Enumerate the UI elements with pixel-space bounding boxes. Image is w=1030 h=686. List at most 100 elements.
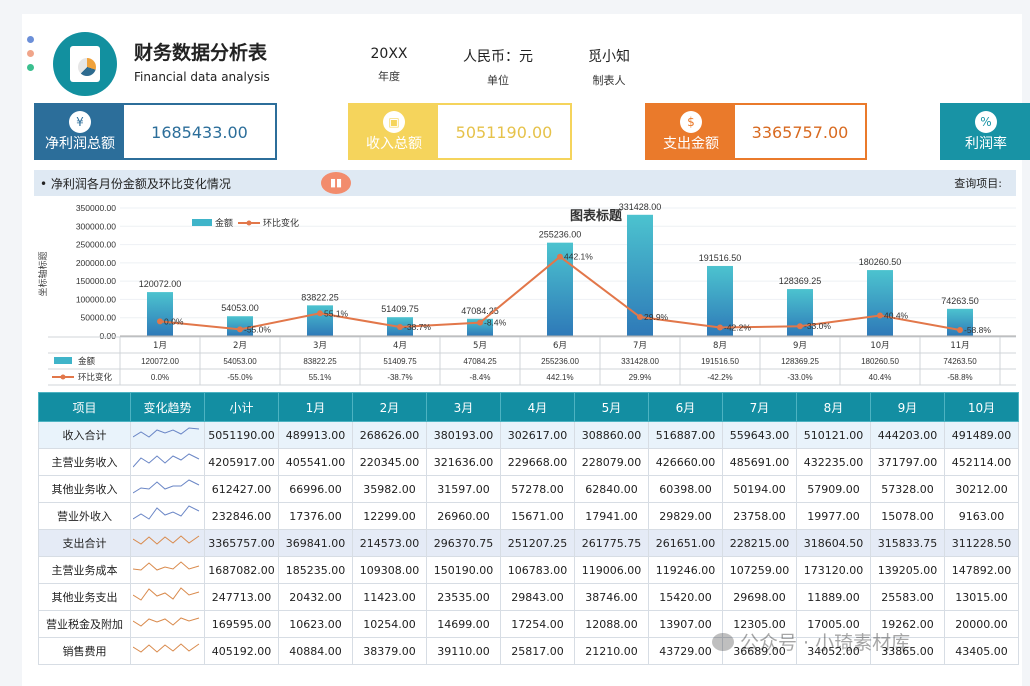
sparkline-cell[interactable] <box>130 556 205 584</box>
table-cell[interactable]: 302617.00 <box>500 421 575 449</box>
table-cell[interactable]: 380193.00 <box>426 421 501 449</box>
table-cell[interactable]: 220345.00 <box>352 448 427 476</box>
table-cell[interactable]: 119006.00 <box>574 556 649 584</box>
column-header[interactable]: 变化趋势 <box>130 392 205 422</box>
table-cell[interactable]: 432235.00 <box>796 448 871 476</box>
column-header[interactable]: 7月 <box>722 392 797 422</box>
table-row[interactable]: 营业税金及附加 169595.00 10623.00 10254.00 14699.00… <box>38 610 1019 638</box>
table-cell[interactable]: 17254.00 <box>500 610 575 638</box>
table-cell[interactable]: 261775.75 <box>574 529 649 557</box>
table-cell[interactable]: 57278.00 <box>500 475 575 503</box>
column-header[interactable]: 8月 <box>796 392 871 422</box>
table-cell[interactable]: 119246.00 <box>648 556 723 584</box>
kpi-card[interactable]: % 利润率 <box>940 103 1030 160</box>
table-cell[interactable]: 5051190.00 <box>204 421 279 449</box>
table-cell[interactable]: 321636.00 <box>426 448 501 476</box>
table-cell[interactable]: 12299.00 <box>352 502 427 530</box>
table-cell[interactable]: 50194.00 <box>722 475 797 503</box>
table-cell[interactable]: 31597.00 <box>426 475 501 503</box>
table-row[interactable]: 销售费用 405192.00 40884.00 38379.00 39110.00 258… <box>38 637 1019 665</box>
table-cell[interactable]: 169595.00 <box>204 610 279 638</box>
kpi-card[interactable]: ¥ 净利润总额 1685433.00 <box>34 103 277 160</box>
table-cell[interactable]: 34052.00 <box>796 637 871 665</box>
table-cell[interactable]: 150190.00 <box>426 556 501 584</box>
table-cell[interactable]: 17941.00 <box>574 502 649 530</box>
row-label[interactable]: 其他业务收入 <box>38 475 131 503</box>
table-cell[interactable]: 232846.00 <box>204 502 279 530</box>
table-cell[interactable]: 23535.00 <box>426 583 501 611</box>
table-row[interactable]: 主营业务成本 1687082.00 185235.00 109308.00 150190… <box>38 556 1019 584</box>
table-cell[interactable]: 489913.00 <box>278 421 353 449</box>
table-cell[interactable]: 612427.00 <box>204 475 279 503</box>
table-cell[interactable]: 173120.00 <box>796 556 871 584</box>
table-cell[interactable]: 20000.00 <box>944 610 1019 638</box>
table-row[interactable]: 其他业务收入 612427.00 66996.00 35982.00 31597.00 5… <box>38 475 1019 503</box>
column-header[interactable]: 10月 <box>944 392 1019 422</box>
table-cell[interactable]: 17376.00 <box>278 502 353 530</box>
row-label[interactable]: 销售费用 <box>38 637 131 665</box>
table-cell[interactable]: 21210.00 <box>574 637 649 665</box>
table-cell[interactable]: 559643.00 <box>722 421 797 449</box>
table-cell[interactable]: 444203.00 <box>870 421 945 449</box>
table-cell[interactable]: 228215.00 <box>722 529 797 557</box>
kpi-card[interactable]: $ 支出金额 3365757.00 <box>645 103 867 160</box>
table-cell[interactable]: 19262.00 <box>870 610 945 638</box>
table-cell[interactable]: 35982.00 <box>352 475 427 503</box>
table-cell[interactable]: 29843.00 <box>500 583 575 611</box>
table-cell[interactable]: 510121.00 <box>796 421 871 449</box>
table-cell[interactable]: 38746.00 <box>574 583 649 611</box>
table-cell[interactable]: 452114.00 <box>944 448 1019 476</box>
table-row[interactable]: 其他业务支出 247713.00 20432.00 11423.00 23535.00 2… <box>38 583 1019 611</box>
table-cell[interactable]: 60398.00 <box>648 475 723 503</box>
table-row[interactable]: 收入合计 5051190.00 489913.00 268626.00 380193.0… <box>38 421 1019 449</box>
column-header[interactable]: 6月 <box>648 392 723 422</box>
column-header[interactable]: 小计 <box>204 392 279 422</box>
sparkline-cell[interactable] <box>130 583 205 611</box>
column-header[interactable]: 5月 <box>574 392 649 422</box>
table-cell[interactable]: 25817.00 <box>500 637 575 665</box>
table-cell[interactable]: 33865.00 <box>870 637 945 665</box>
table-cell[interactable]: 57909.00 <box>796 475 871 503</box>
table-cell[interactable]: 15420.00 <box>648 583 723 611</box>
sparkline-cell[interactable] <box>130 421 205 449</box>
table-cell[interactable]: 139205.00 <box>870 556 945 584</box>
table-cell[interactable]: 308860.00 <box>574 421 649 449</box>
table-cell[interactable]: 185235.00 <box>278 556 353 584</box>
table-cell[interactable]: 261651.00 <box>648 529 723 557</box>
table-cell[interactable]: 405541.00 <box>278 448 353 476</box>
table-cell[interactable]: 485691.00 <box>722 448 797 476</box>
table-cell[interactable]: 57328.00 <box>870 475 945 503</box>
table-cell[interactable]: 13015.00 <box>944 583 1019 611</box>
table-cell[interactable]: 147892.00 <box>944 556 1019 584</box>
table-cell[interactable]: 371797.00 <box>870 448 945 476</box>
table-cell[interactable]: 15671.00 <box>500 502 575 530</box>
column-header[interactable]: 4月 <box>500 392 575 422</box>
chart-type-icon[interactable]: ▮▮ <box>321 172 351 194</box>
table-cell[interactable]: 11889.00 <box>796 583 871 611</box>
sparkline-cell[interactable] <box>130 448 205 476</box>
table-cell[interactable]: 3365757.00 <box>204 529 279 557</box>
table-cell[interactable]: 62840.00 <box>574 475 649 503</box>
table-cell[interactable]: 311228.50 <box>944 529 1019 557</box>
table-cell[interactable]: 23758.00 <box>722 502 797 530</box>
table-cell[interactable]: 247713.00 <box>204 583 279 611</box>
table-cell[interactable]: 43729.00 <box>648 637 723 665</box>
row-label[interactable]: 营业外收入 <box>38 502 131 530</box>
table-cell[interactable]: 516887.00 <box>648 421 723 449</box>
table-cell[interactable]: 369841.00 <box>278 529 353 557</box>
table-cell[interactable]: 14699.00 <box>426 610 501 638</box>
table-cell[interactable]: 10623.00 <box>278 610 353 638</box>
table-cell[interactable]: 4205917.00 <box>204 448 279 476</box>
table-cell[interactable]: 19977.00 <box>796 502 871 530</box>
table-cell[interactable]: 40884.00 <box>278 637 353 665</box>
row-label[interactable]: 其他业务支出 <box>38 583 131 611</box>
table-cell[interactable]: 1687082.00 <box>204 556 279 584</box>
table-cell[interactable]: 38379.00 <box>352 637 427 665</box>
table-row[interactable]: 营业外收入 232846.00 17376.00 12299.00 26960.00 15… <box>38 502 1019 530</box>
table-cell[interactable]: 109308.00 <box>352 556 427 584</box>
column-header[interactable]: 项目 <box>38 392 131 422</box>
table-cell[interactable]: 251207.25 <box>500 529 575 557</box>
table-cell[interactable]: 30212.00 <box>944 475 1019 503</box>
table-cell[interactable]: 39110.00 <box>426 637 501 665</box>
row-label[interactable]: 主营业务收入 <box>38 448 131 476</box>
